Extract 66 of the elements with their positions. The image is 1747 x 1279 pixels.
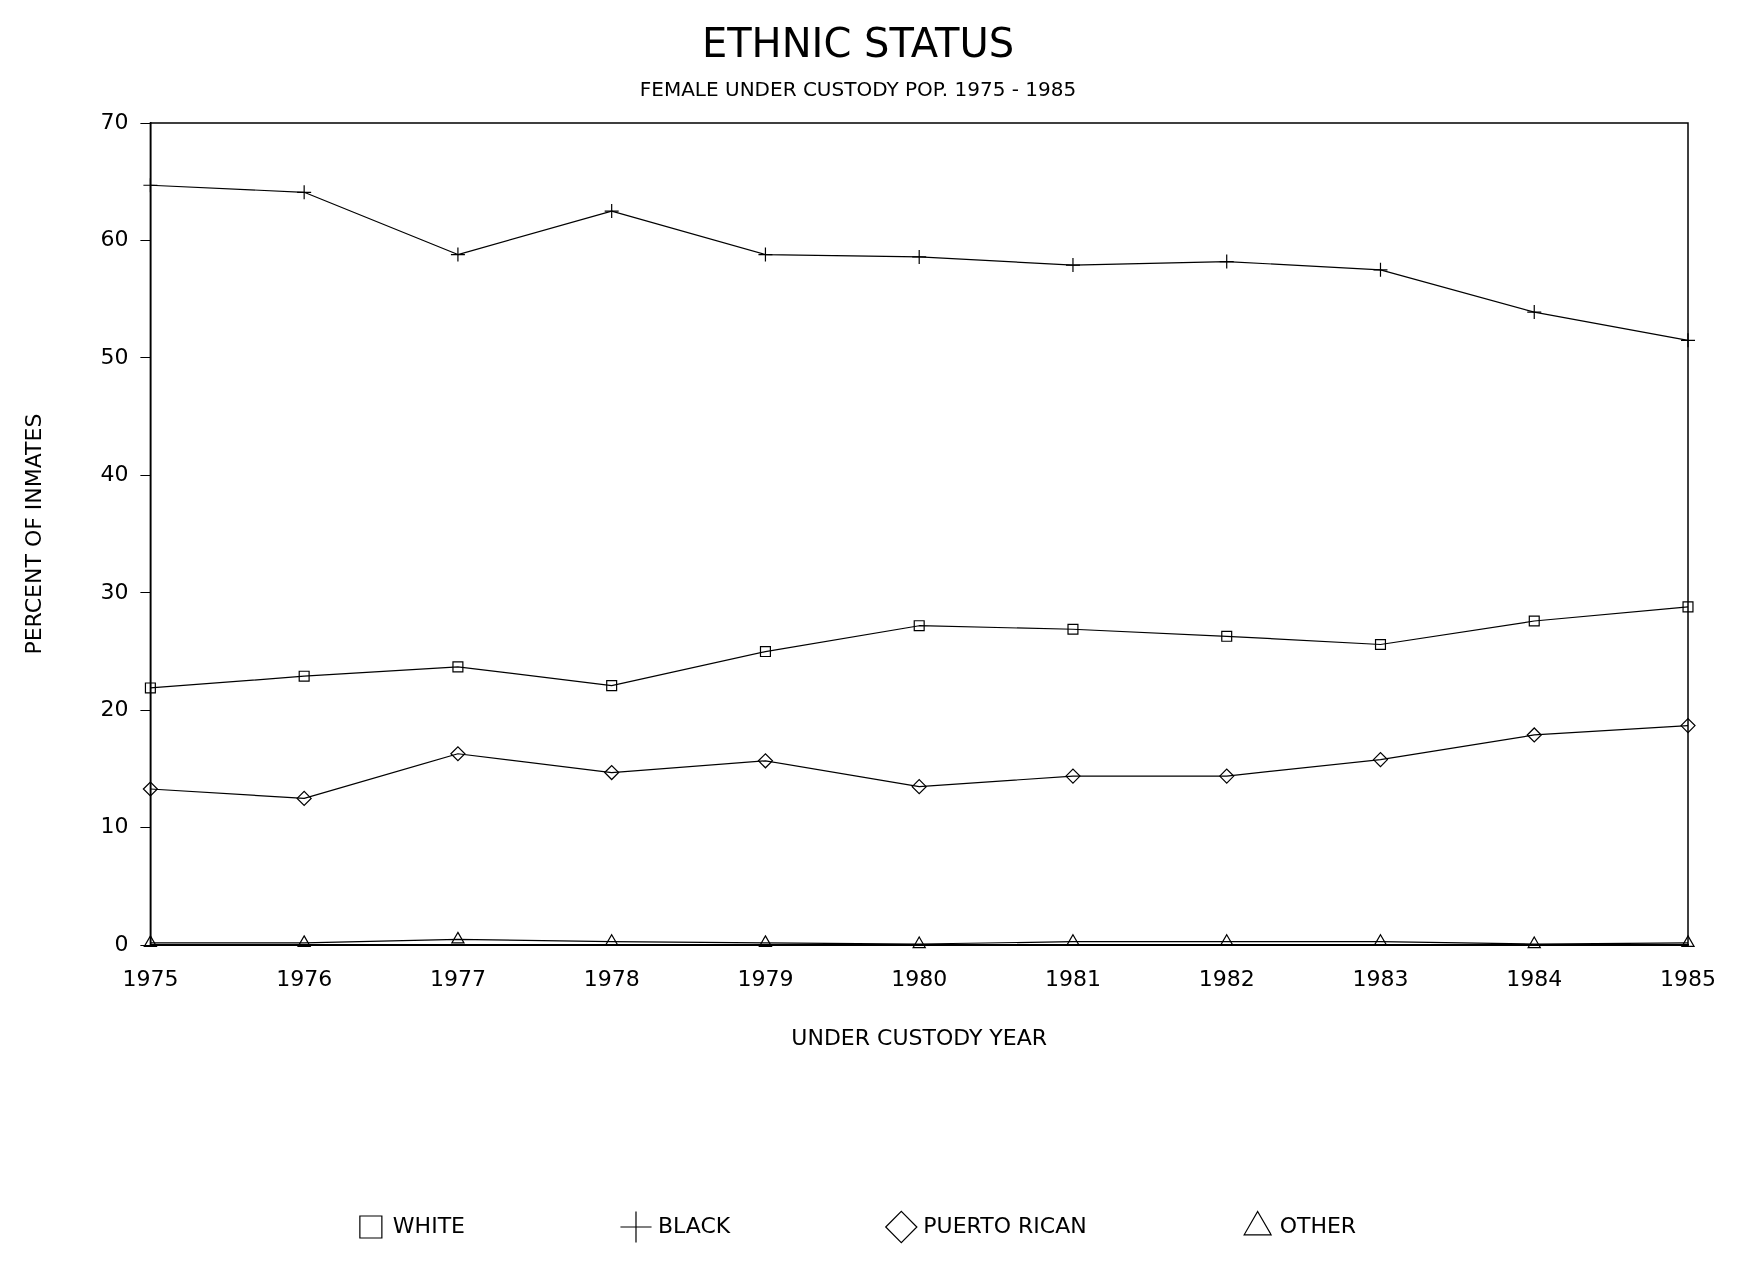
point [757, 753, 774, 769]
x-tick-label: 1985 [1660, 966, 1717, 992]
point [1219, 254, 1235, 270]
legend-label: OTHER [1279, 1212, 1357, 1238]
x-tick-label: 1982 [1198, 966, 1255, 992]
y-axis-title: PERCENT OF INMATES [20, 413, 46, 655]
point [1527, 936, 1541, 949]
point [1680, 717, 1696, 734]
point [912, 936, 926, 949]
point [604, 764, 620, 781]
point [1373, 934, 1388, 946]
point [144, 682, 156, 694]
point [1221, 630, 1233, 642]
x-tick-label: 1977 [429, 966, 486, 992]
point [1067, 623, 1079, 635]
legend-label: WHITE [392, 1212, 465, 1238]
x-tick-label: 1981 [1044, 966, 1101, 992]
x-tick-label: 1979 [737, 966, 794, 992]
legend-label: PUERTO RICAN [923, 1212, 1087, 1238]
chart-subtitle: FEMALE UNDER CUSTODY POP. 1975 - 1985 [639, 77, 1077, 102]
point [451, 931, 465, 944]
x-tick-label: 1976 [276, 966, 333, 992]
point [1065, 768, 1081, 784]
point [1526, 727, 1542, 743]
point [913, 620, 925, 632]
point [1220, 934, 1234, 946]
point [757, 246, 774, 263]
x-tick-label: 1983 [1352, 966, 1409, 992]
point [1374, 638, 1387, 651]
x-axis-title: UNDER CUSTODY YEAR [791, 1024, 1048, 1050]
point [450, 746, 466, 762]
point [1682, 601, 1694, 613]
chart-title: ETHNIC STATUS [701, 20, 1015, 67]
legend-label: BLACK [657, 1212, 731, 1238]
point [142, 781, 158, 797]
y-tick-label: 60 [100, 226, 129, 252]
point [452, 661, 464, 673]
point [758, 935, 773, 947]
point [605, 934, 619, 946]
point [298, 670, 310, 682]
y-tick-label: 50 [100, 343, 129, 369]
point [911, 249, 927, 265]
point [911, 779, 927, 795]
point [1372, 262, 1389, 278]
x-tick-label: 1978 [583, 966, 640, 992]
point [143, 935, 158, 947]
y-tick-label: 40 [100, 461, 129, 487]
y-tick-label: 20 [100, 696, 129, 721]
point [1219, 768, 1235, 784]
point [1528, 615, 1540, 627]
point [1066, 934, 1080, 946]
x-tick-label: 1984 [1506, 966, 1563, 992]
x-tick-label: 1980 [891, 966, 948, 992]
point [296, 184, 312, 200]
y-tick-label: 70 [100, 108, 129, 134]
point [450, 246, 466, 263]
point [1372, 752, 1389, 768]
point [297, 935, 311, 947]
point [1681, 935, 1695, 947]
y-tick-label: 30 [100, 578, 129, 604]
point [296, 790, 312, 806]
point [606, 680, 618, 692]
x-tick-label: 1975 [122, 966, 179, 992]
point [759, 646, 771, 658]
y-tick-label: 0 [114, 930, 129, 956]
y-tick-label: 10 [100, 813, 129, 839]
